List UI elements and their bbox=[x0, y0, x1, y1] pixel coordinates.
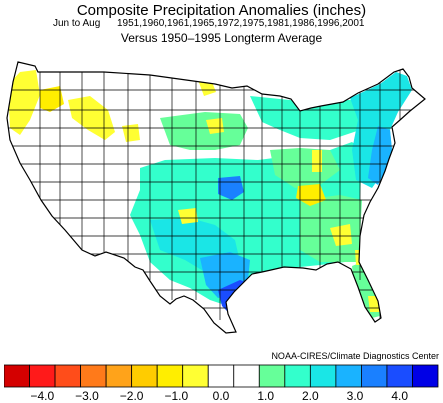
us-precipitation-map bbox=[6, 61, 426, 334]
colorbar-swatch bbox=[335, 364, 362, 388]
years-label: 1951,1960,1961,1965,1972,1975,1981,1986,… bbox=[117, 18, 365, 29]
period-label: Jun to Aug bbox=[53, 18, 101, 29]
colorbar-swatch bbox=[233, 364, 260, 388]
colorbar-tick-label: 0.0 bbox=[212, 389, 230, 403]
region-dakota-dry bbox=[206, 118, 224, 134]
colorbar-swatch bbox=[284, 364, 311, 388]
colorbar-swatch bbox=[156, 364, 184, 388]
region-carolina-dry bbox=[330, 224, 352, 246]
colorbar-tick-label: −3.0 bbox=[75, 389, 99, 403]
colorbar-tick-label: 3.0 bbox=[346, 389, 364, 403]
colorbar-tick-label: −2.0 bbox=[119, 389, 144, 403]
colorbar-tick-label: −1.0 bbox=[164, 389, 189, 403]
colorbar-swatch bbox=[361, 364, 388, 388]
region-wyoming-dry bbox=[122, 124, 140, 142]
credit-label: NOAA-CIRES/Climate Diagnostics Center bbox=[271, 351, 439, 361]
colorbar-tick-label: 2.0 bbox=[302, 389, 319, 403]
baseline-label: Versus 1950–1995 Longterm Average bbox=[120, 31, 323, 45]
region-pacific-northwest bbox=[8, 70, 40, 135]
anomaly-fill-layer bbox=[7, 62, 425, 333]
region-northern-plains bbox=[160, 112, 248, 150]
colorbar-swatch bbox=[258, 364, 286, 388]
region-texas-dry bbox=[178, 208, 198, 224]
colorbar-swatch bbox=[131, 364, 158, 388]
colorbar-tick-label: −4.0 bbox=[30, 389, 55, 403]
climate-division-borders bbox=[7, 62, 425, 320]
colorbar-tick-label: 4.0 bbox=[391, 389, 409, 403]
colorbar-swatch bbox=[207, 364, 235, 388]
region-kentucky-dry bbox=[296, 184, 326, 206]
region-ohio-valley bbox=[270, 148, 340, 188]
colorbar-swatch bbox=[80, 364, 107, 388]
colorbar-swatch bbox=[412, 364, 439, 388]
chart-title: Composite Precipitation Anomalies (inche… bbox=[76, 2, 367, 19]
colorbar-swatch bbox=[105, 364, 133, 388]
colorbar-swatch bbox=[309, 364, 337, 388]
colorbar-tick-label: 1.0 bbox=[257, 389, 275, 403]
region-great-lakes bbox=[250, 96, 372, 140]
region-great-lakes-dry bbox=[312, 150, 322, 172]
colorbar bbox=[4, 364, 439, 388]
colorbar-swatch bbox=[386, 364, 413, 388]
colorbar-swatch bbox=[54, 364, 81, 388]
colorbar-swatch bbox=[182, 364, 209, 388]
region-washington-east bbox=[40, 86, 64, 112]
colorbar-swatch bbox=[4, 364, 30, 388]
colorbar-swatch bbox=[29, 364, 56, 388]
region-northern-rockies bbox=[68, 96, 115, 140]
